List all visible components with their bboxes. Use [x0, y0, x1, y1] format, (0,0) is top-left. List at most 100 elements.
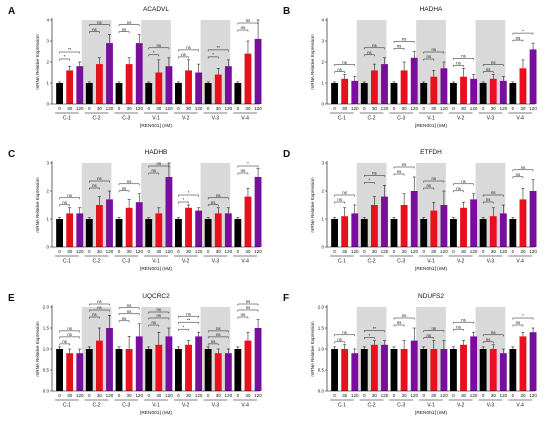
significance-bracket: [482, 64, 504, 67]
dose-tick-label: 120: [195, 106, 203, 111]
dose-tick-label: 30: [127, 393, 133, 398]
dose-tick-label: 30: [186, 393, 192, 398]
significance-bracket: [334, 64, 356, 67]
x-group-label: V-2: [457, 259, 465, 265]
y-tick-label: 0.0: [43, 389, 50, 394]
significance-label: ns: [486, 337, 491, 342]
bar: [254, 38, 262, 104]
bar: [165, 177, 173, 247]
significance-label: ns: [397, 320, 402, 325]
dose-tick-label: 30: [372, 249, 378, 254]
significance-label: ns: [246, 305, 251, 310]
x-group-label: C-2: [93, 259, 101, 265]
bar: [224, 66, 232, 104]
dose-tick-label: 0: [147, 249, 150, 254]
dose-tick-label: 120: [410, 249, 418, 254]
x-group-label: C-1: [338, 259, 346, 265]
significance-bracket: [207, 49, 229, 52]
bar: [529, 332, 537, 391]
x-group-label: V-4: [241, 259, 249, 265]
panel-letter: A: [8, 6, 15, 17]
bar: [381, 344, 388, 391]
y-tick-label: 3: [321, 39, 324, 44]
dose-tick-label: 120: [529, 106, 537, 111]
significance-label: **: [68, 47, 72, 52]
y-tick-label: 1.5: [43, 326, 50, 331]
significance-bracket: [207, 330, 229, 333]
x-group-label: V-2: [182, 116, 190, 122]
bar: [489, 216, 497, 247]
chart-panel-f: F NDUFS2 0.0 0.5 1.0 1.5 2.0 mRNA Relative Expr…: [283, 293, 537, 416]
bar: [66, 70, 74, 104]
bar: [479, 219, 487, 247]
bar: [341, 216, 349, 247]
bar: [85, 349, 93, 391]
x-group-label: V-2: [182, 403, 190, 409]
bar: [95, 340, 103, 391]
significance-label: ns: [127, 179, 132, 184]
significance-bracket: [59, 58, 70, 61]
y-tick-label: 0: [321, 102, 324, 107]
dose-tick-label: 30: [245, 393, 251, 398]
dose-tick-label: 30: [372, 393, 378, 398]
y-tick-label: 1: [321, 217, 324, 222]
dose-tick-label: 0: [482, 249, 485, 254]
x-axis-label: [REN001] (nM): [415, 266, 447, 272]
dose-tick-label: 120: [470, 249, 478, 254]
significance-label: ns: [127, 303, 132, 308]
significance-label: *: [64, 54, 66, 59]
significance-bracket: [334, 71, 345, 74]
bar: [254, 328, 262, 391]
dose-tick-label: 30: [342, 249, 348, 254]
y-tick-label: 1: [321, 81, 324, 86]
bar: [106, 328, 113, 391]
bar: [489, 349, 497, 391]
bar: [341, 349, 349, 391]
significance-label: ns: [372, 43, 377, 48]
significance-bracket: [118, 307, 140, 310]
bar: [195, 210, 203, 247]
x-group-label: C-3: [397, 116, 405, 122]
bar: [400, 70, 408, 104]
dose-tick-label: 30: [461, 249, 467, 254]
bar: [115, 219, 123, 247]
significance-bracket: [237, 309, 259, 312]
bar: [76, 66, 84, 104]
dose-tick-label: 0: [177, 393, 180, 398]
significance-bracket: [148, 47, 170, 50]
bar: [499, 213, 507, 247]
bar: [360, 83, 368, 104]
significance-label: ns: [181, 52, 186, 57]
dose-tick-label: 0: [452, 393, 455, 398]
dose-tick-label: 30: [491, 106, 497, 111]
y-axis-label: mRNA Relative Expression: [310, 177, 315, 233]
bar: [331, 349, 338, 391]
bar: [499, 80, 507, 104]
significance-label: ns: [246, 299, 251, 304]
x-axis-label: [REN001] (nM): [140, 266, 172, 272]
bar: [135, 43, 143, 104]
bar: [331, 219, 338, 247]
dose-tick-label: 0: [393, 393, 396, 398]
x-group-label: V-1: [427, 259, 435, 265]
bar: [519, 68, 527, 104]
significance-label: ns: [241, 312, 246, 317]
significance-bracket: [423, 51, 445, 54]
dose-tick-label: 0: [512, 393, 515, 398]
significance-bracket: [118, 24, 140, 27]
bar: [529, 49, 537, 104]
significance-bracket: [423, 337, 435, 340]
significance-label: ns: [461, 317, 466, 322]
dose-tick-label: 120: [254, 106, 262, 111]
x-group-label: V-4: [241, 403, 249, 409]
dose-tick-label: 0: [363, 106, 366, 111]
bar: [529, 191, 537, 247]
dose-tick-label: 0: [333, 393, 336, 398]
significance-label: **: [187, 317, 191, 322]
bar: [509, 349, 517, 391]
x-group-label: V-3: [212, 116, 220, 122]
bar: [135, 202, 143, 247]
dose-tick-label: 120: [106, 393, 114, 398]
significance-label: ns: [97, 20, 102, 25]
significance-label: *: [522, 313, 524, 318]
